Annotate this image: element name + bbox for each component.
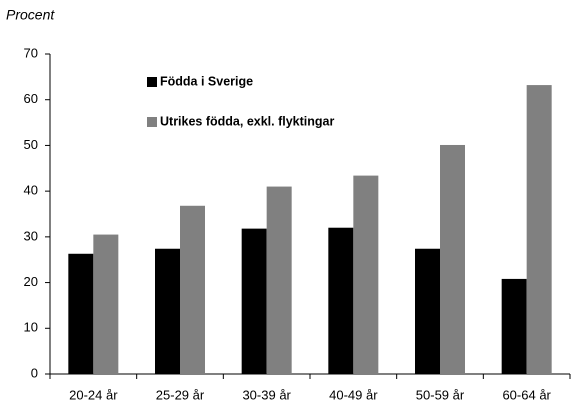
bar [180,205,205,374]
x-tick-label: 60-64 år [502,387,551,402]
x-tick-label: 30-39 år [242,387,291,402]
bar [440,144,465,374]
legend-label: Utrikes födda, exkl. flyktingar [160,114,334,128]
bar [353,175,379,374]
y-tick-label: 70 [24,45,38,60]
x-tick-label: 50-59 år [416,387,465,402]
x-tick-label: 20-24 år [69,387,118,402]
bar [526,85,552,374]
x-tick-label: 25-29 år [156,387,205,402]
legend-swatch [147,117,157,127]
bar [241,228,267,374]
y-axis-label: Procent [6,7,55,23]
bar [266,186,292,374]
y-tick-label: 40 [24,183,38,198]
y-tick-label: 10 [24,320,38,335]
legend-label: Födda i Sverige [160,74,253,88]
bar [155,248,180,374]
bar [415,248,440,374]
y-tick-label: 50 [24,137,38,152]
x-tick-label: 40-49 år [329,387,378,402]
bar [328,227,354,374]
y-tick-label: 30 [24,228,38,243]
bar [93,234,119,374]
y-tick-label: 20 [24,274,38,289]
legend-swatch [147,77,157,87]
bar [68,253,94,374]
y-tick-label: 0 [31,365,38,380]
y-tick-label: 60 [24,91,38,106]
bar [501,278,527,374]
